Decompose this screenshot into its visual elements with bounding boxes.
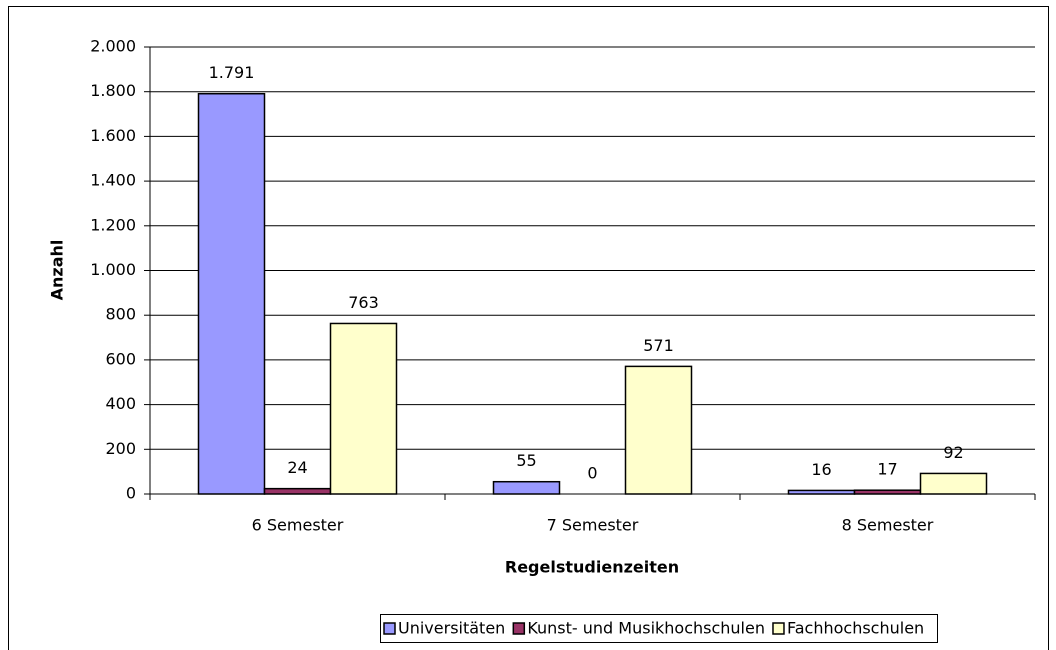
- data-label: 24: [287, 458, 307, 477]
- y-tick-label: 200: [105, 439, 136, 458]
- y-tick-label: 1.000: [90, 260, 136, 279]
- legend: [380, 614, 938, 643]
- data-label: 763: [348, 293, 379, 312]
- y-tick-label: 800: [105, 305, 136, 324]
- bar: [919, 472, 988, 495]
- bar: [853, 489, 922, 495]
- y-axis-title: Anzahl: [48, 240, 67, 301]
- legend-label: Universitäten: [398, 619, 505, 638]
- chart-border: [8, 6, 1049, 650]
- x-tick-label: 7 Semester: [547, 516, 639, 535]
- bar: [197, 92, 266, 495]
- legend-swatch: [772, 622, 785, 635]
- data-label: 17: [877, 460, 897, 479]
- bar: [624, 365, 693, 495]
- y-tick-label: 1.800: [90, 81, 136, 100]
- legend-swatch: [383, 622, 396, 635]
- y-tick-label: 1.400: [90, 171, 136, 190]
- data-label: 0: [587, 464, 597, 483]
- bar: [787, 489, 856, 495]
- data-label: 1.791: [209, 63, 255, 82]
- x-tick-label: 6 Semester: [252, 516, 344, 535]
- legend-swatch: [512, 622, 526, 635]
- legend-label: Fachhochschulen: [787, 619, 924, 638]
- data-label: 16: [811, 460, 831, 479]
- x-tick-label: 8 Semester: [842, 516, 934, 535]
- y-tick-label: 1.600: [90, 126, 136, 145]
- y-tick-label: 600: [105, 349, 136, 368]
- x-axis-title: Regelstudienzeiten: [505, 558, 679, 577]
- y-tick-label: 400: [105, 394, 136, 413]
- y-tick-label: 1.200: [90, 215, 136, 234]
- data-label: 571: [643, 336, 674, 355]
- bar: [492, 480, 561, 495]
- bar: [329, 322, 398, 495]
- bar: [263, 487, 332, 495]
- y-tick-label: 2.000: [90, 37, 136, 56]
- y-tick-label: 0: [126, 484, 136, 503]
- data-label: 55: [516, 451, 536, 470]
- legend-label: Kunst- und Musikhochschulen: [527, 619, 765, 638]
- data-label: 92: [943, 443, 963, 462]
